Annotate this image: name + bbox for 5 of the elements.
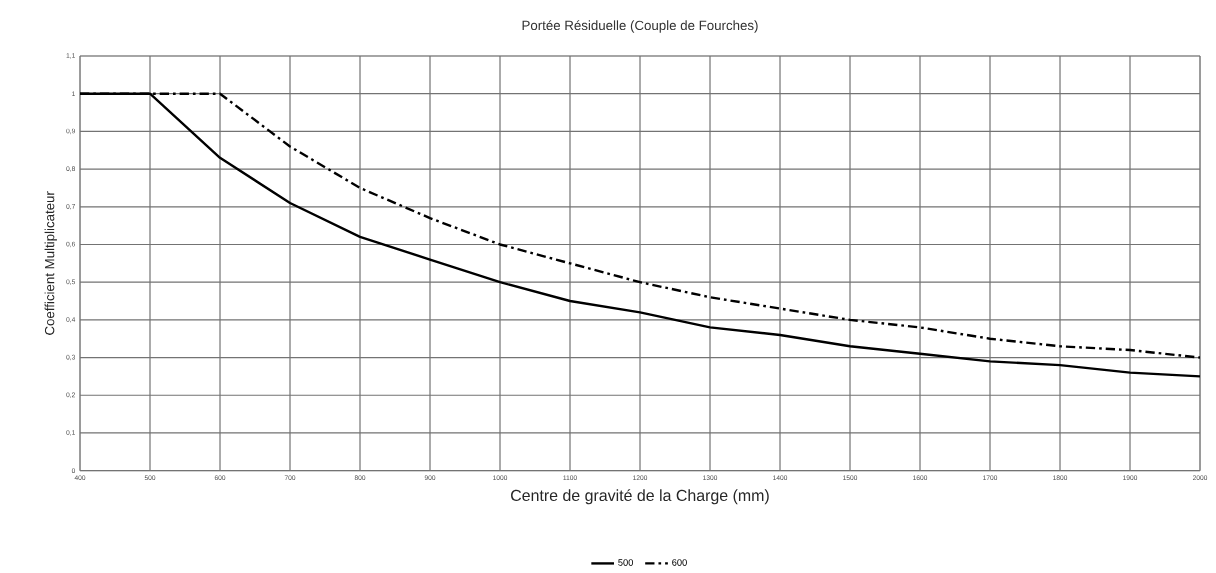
y-axis-title: Coefficient Multiplicateur xyxy=(44,191,57,335)
x-axis-title: Centre de gravité de la Charge (mm) xyxy=(511,489,769,505)
legend-label: 600 xyxy=(672,559,687,566)
chart-title: Portée Résiduelle (Couple de Fourches) xyxy=(522,20,758,33)
legend-label: 500 xyxy=(618,559,633,566)
